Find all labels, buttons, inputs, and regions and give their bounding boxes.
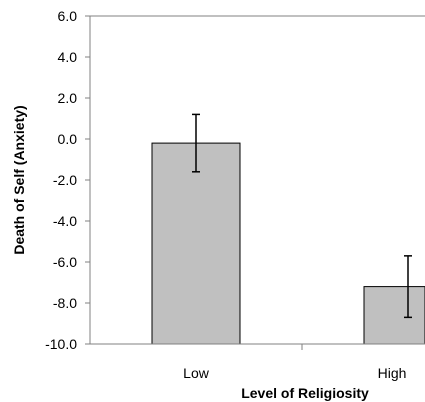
y-tick-label: 2.0 [58, 90, 78, 106]
bar-low [151, 142, 241, 345]
y-tick-label: 0.0 [58, 131, 78, 147]
y-tick-label: 6.0 [58, 8, 78, 24]
y-tick-label: -8.0 [53, 295, 77, 311]
y-tick-label: -2.0 [53, 172, 77, 188]
error-bars [192, 113, 412, 319]
y-axis-ticks: 6.0 4.0 2.0 0.0 -2.0 -4.0 -6.0 -8.0 -10.0 [45, 8, 90, 352]
bar-high [363, 286, 425, 345]
bars [151, 142, 425, 345]
x-tick-label: Low [183, 365, 210, 381]
y-tick-label: -4.0 [53, 213, 77, 229]
x-tick-label: High [378, 365, 407, 381]
x-axis-title: Level of Religiosity [241, 385, 369, 401]
y-axis-title: Death of Self (Anxiety) [11, 105, 27, 254]
y-tick-label: -10.0 [45, 336, 77, 352]
y-tick-label: 4.0 [58, 49, 78, 65]
y-tick-label: -6.0 [53, 254, 77, 270]
x-axis-tick-labels: Low High [183, 365, 406, 381]
